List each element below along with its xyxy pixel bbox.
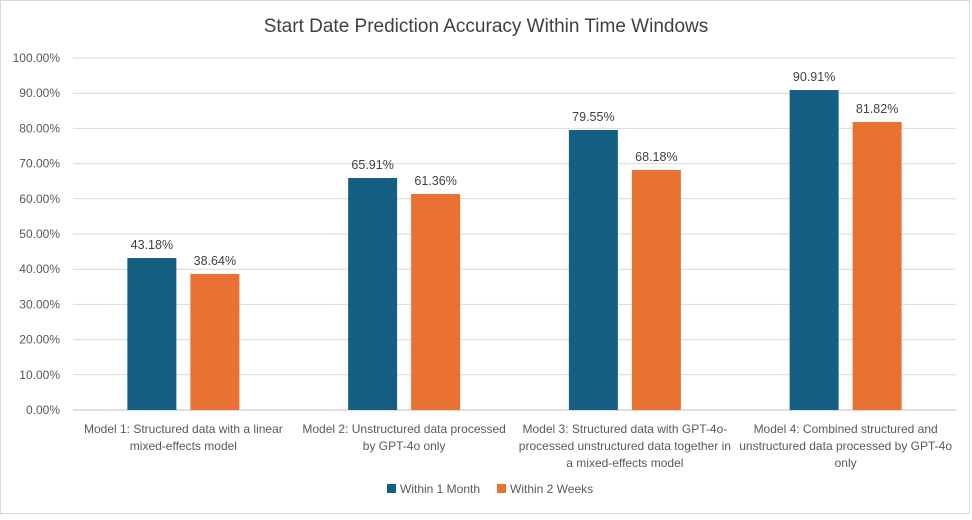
- data-label: 90.91%: [793, 70, 835, 84]
- y-tick-label: 80.00%: [19, 121, 60, 135]
- y-tick-label: 50.00%: [19, 227, 60, 241]
- bar-within-2-weeks: [631, 170, 681, 410]
- y-tick-label: 40.00%: [19, 262, 60, 276]
- y-tick-label: 60.00%: [19, 192, 60, 206]
- data-label: 61.36%: [414, 174, 456, 188]
- x-category-label: Model 1: Structured data with a linear: [84, 422, 283, 436]
- bar-within-2-weeks: [852, 121, 902, 411]
- data-label: 43.18%: [131, 238, 173, 252]
- y-tick-label: 100.00%: [13, 51, 61, 65]
- bar-within-1-month: [127, 258, 177, 410]
- y-tick-label: 0.00%: [26, 403, 60, 417]
- x-axis-categories: Model 1: Structured data with a linear mi…: [84, 422, 952, 470]
- x-category-label: only: [835, 456, 857, 470]
- x-category-label: mixed-effects model: [130, 439, 237, 453]
- x-category-label: Model 4: Combined structured and: [754, 422, 938, 436]
- x-category-label: Model 3: Structured data with GPT-4o-: [522, 422, 727, 436]
- bar-within-2-weeks: [411, 194, 461, 410]
- data-label: 65.91%: [351, 158, 393, 172]
- bar-within-1-month: [348, 177, 398, 410]
- x-category-label: unstructured data processed by GPT-4o: [739, 439, 952, 453]
- legend-label: Within 1 Month: [400, 482, 480, 496]
- bar-within-1-month: [568, 129, 618, 410]
- legend: Within 1 Month Within 2 Weeks: [387, 482, 593, 496]
- data-label: 79.55%: [572, 110, 614, 124]
- y-tick-label: 20.00%: [19, 333, 60, 347]
- y-axis-ticks: 0.00% 10.00% 20.00% 30.00% 40.00% 50.00% 60.00…: [13, 51, 61, 417]
- chart-title: Start Date Prediction Accuracy Within Ti…: [264, 16, 709, 37]
- y-tick-label: 70.00%: [19, 157, 60, 171]
- x-category-label: Model 2: Unstructured data processed: [302, 422, 505, 436]
- data-label: 38.64%: [194, 254, 236, 268]
- y-tick-label: 30.00%: [19, 297, 60, 311]
- data-label: 68.18%: [635, 150, 677, 164]
- bars: [127, 89, 902, 411]
- x-category-label: processed unstructured data together in: [519, 439, 731, 453]
- legend-swatch: [497, 484, 506, 493]
- data-label: 81.82%: [856, 102, 898, 116]
- bar-within-2-weeks: [190, 273, 240, 410]
- y-tick-label: 90.00%: [19, 86, 60, 100]
- y-tick-label: 10.00%: [19, 368, 60, 382]
- data-labels: 43.18% 38.64% 65.91% 61.36% 79.55% 68.18% 90.9…: [131, 70, 899, 268]
- x-category-label: by GPT-4o only: [363, 439, 446, 453]
- x-category-label: a mixed-effects model: [566, 456, 683, 470]
- bar-within-1-month: [789, 89, 839, 411]
- legend-label: Within 2 Weeks: [510, 482, 593, 496]
- legend-swatch: [387, 484, 396, 493]
